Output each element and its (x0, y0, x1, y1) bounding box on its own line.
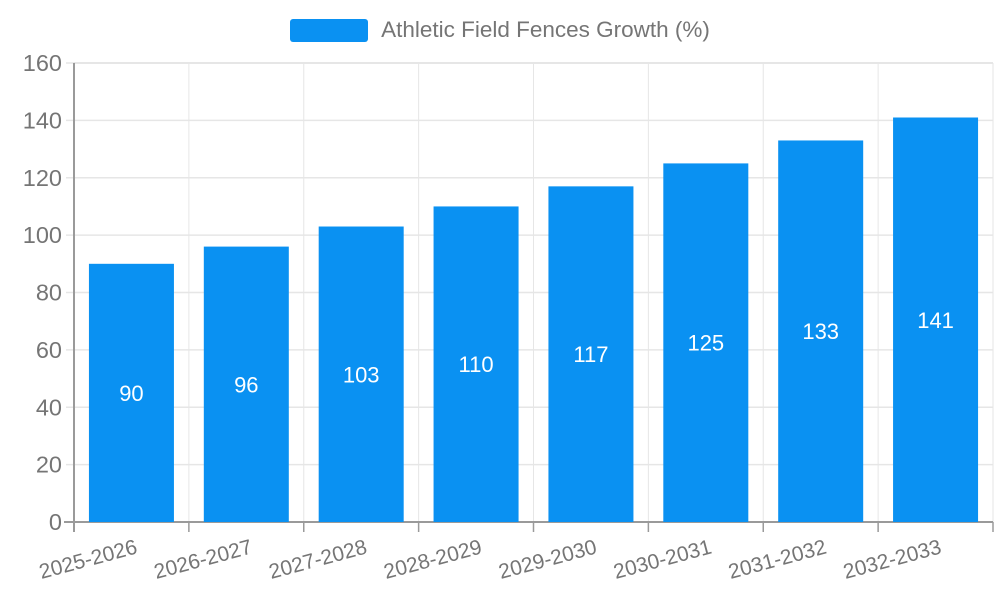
x-axis-tick-label: 2025-2026 (37, 536, 140, 584)
bar (548, 186, 634, 522)
x-axis-tick-label: 2026-2027 (152, 536, 255, 584)
y-axis-tick-label: 80 (36, 280, 62, 306)
y-axis-tick-label: 40 (36, 394, 62, 420)
y-axis-tick-label: 140 (23, 107, 62, 133)
y-axis-tick-label: 160 (23, 50, 62, 76)
bar-value-label: 125 (687, 331, 724, 356)
bar-value-label: 133 (802, 319, 839, 344)
bar (318, 226, 404, 523)
bar (778, 140, 864, 523)
bar-value-label: 117 (573, 342, 608, 367)
x-axis-tick-label: 2028-2029 (381, 536, 484, 584)
bar (893, 117, 979, 522)
bar-value-label: 90 (119, 381, 143, 406)
y-axis-tick-label: 20 (36, 452, 62, 478)
y-axis-tick-label: 0 (49, 509, 62, 535)
x-axis-tick-label: 2032-2033 (841, 536, 944, 584)
x-axis-tick-label: 2030-2031 (611, 536, 714, 584)
bar-value-label: 141 (917, 308, 954, 333)
bar (663, 163, 749, 522)
bar-value-label: 103 (343, 362, 380, 387)
chart-legend[interactable]: Athletic Field Fences Growth (%) (0, 17, 1000, 43)
bar-value-label: 110 (459, 352, 494, 377)
legend-label: Athletic Field Fences Growth (%) (381, 17, 710, 42)
bar (88, 263, 174, 522)
y-axis-tick-label: 60 (36, 337, 62, 363)
x-axis-tick-label: 2027-2028 (267, 536, 370, 584)
y-axis-tick-label: 120 (23, 165, 62, 191)
y-axis-tick-label: 100 (23, 222, 62, 248)
bar-value-label: 96 (234, 372, 258, 397)
bar (203, 246, 289, 522)
x-axis-tick-label: 2031-2032 (726, 536, 829, 584)
x-axis-tick-label: 2029-2030 (496, 536, 599, 584)
legend-swatch (290, 18, 369, 42)
bar (433, 206, 519, 522)
